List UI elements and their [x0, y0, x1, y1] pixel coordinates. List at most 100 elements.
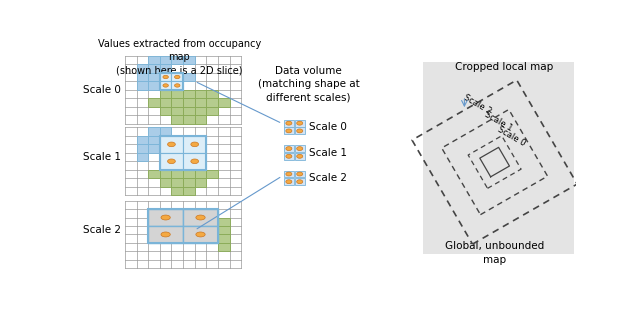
Ellipse shape	[175, 75, 180, 79]
Bar	[294, 127, 305, 134]
Bar	[294, 120, 305, 127]
Bar	[160, 107, 172, 115]
Bar	[172, 90, 183, 98]
Bar	[172, 115, 183, 123]
Bar	[218, 243, 230, 251]
Bar	[160, 170, 172, 178]
Bar	[148, 73, 160, 81]
Ellipse shape	[175, 84, 180, 87]
Bar	[148, 127, 160, 136]
Bar	[195, 98, 206, 107]
Bar	[172, 81, 183, 90]
Bar	[183, 98, 195, 107]
Bar	[136, 73, 148, 81]
Bar	[183, 170, 195, 178]
Ellipse shape	[297, 147, 303, 151]
Ellipse shape	[297, 129, 303, 133]
Bar	[148, 226, 183, 243]
Bar	[172, 98, 183, 107]
Bar	[423, 62, 575, 254]
Text: Scale 0: Scale 0	[308, 122, 346, 133]
Ellipse shape	[191, 142, 198, 147]
Bar	[294, 170, 305, 178]
Bar	[136, 145, 148, 153]
Bar	[148, 56, 160, 64]
Bar	[218, 217, 230, 226]
Ellipse shape	[191, 159, 198, 164]
Bar	[160, 136, 183, 153]
Ellipse shape	[297, 121, 303, 125]
Bar	[172, 170, 183, 178]
Bar	[160, 178, 172, 187]
Ellipse shape	[286, 180, 292, 184]
Bar	[183, 115, 195, 123]
Text: Cropped local map: Cropped local map	[455, 62, 553, 72]
Bar	[148, 98, 160, 107]
Bar	[206, 98, 218, 107]
Ellipse shape	[168, 159, 175, 164]
Bar	[160, 98, 172, 107]
Text: Data volume
(matching shape at
different scales): Data volume (matching shape at different…	[258, 66, 360, 102]
Bar	[136, 64, 148, 73]
Ellipse shape	[297, 180, 303, 184]
Bar	[284, 178, 294, 185]
Ellipse shape	[286, 154, 292, 158]
Bar	[183, 136, 206, 153]
Ellipse shape	[163, 75, 168, 79]
Bar	[218, 226, 230, 235]
Bar	[206, 170, 218, 178]
Ellipse shape	[168, 142, 175, 147]
Bar	[294, 145, 305, 152]
Bar	[160, 90, 172, 98]
Bar	[136, 136, 148, 145]
Bar	[183, 187, 195, 195]
Text: Scale 0: Scale 0	[496, 125, 527, 148]
Bar	[195, 178, 206, 187]
Bar	[136, 153, 148, 161]
Bar	[294, 178, 305, 185]
Bar	[284, 153, 294, 160]
Text: Values extracted from occupancy
map
(shown here is a 2D slice): Values extracted from occupancy map (sho…	[97, 39, 261, 75]
Text: Scale 2: Scale 2	[308, 173, 347, 183]
Bar	[136, 81, 148, 90]
Text: Scale 2: Scale 2	[83, 225, 121, 235]
Bar	[148, 64, 160, 73]
Bar	[183, 90, 195, 98]
Ellipse shape	[297, 172, 303, 176]
Bar	[183, 73, 195, 81]
Bar	[195, 107, 206, 115]
Bar	[172, 187, 183, 195]
Bar	[160, 127, 172, 136]
Bar	[148, 209, 218, 243]
Bar	[284, 170, 294, 178]
Ellipse shape	[196, 232, 205, 237]
Bar	[206, 90, 218, 98]
Bar	[218, 98, 230, 107]
Bar	[195, 170, 206, 178]
Bar	[183, 209, 218, 226]
Bar	[148, 170, 160, 178]
Bar	[183, 178, 195, 187]
Ellipse shape	[161, 215, 170, 220]
Bar	[284, 145, 294, 152]
Bar	[183, 107, 195, 115]
Bar	[195, 115, 206, 123]
Text: Scale 1: Scale 1	[308, 148, 347, 158]
Bar	[160, 73, 183, 90]
Text: Scale 1: Scale 1	[483, 110, 514, 133]
Ellipse shape	[286, 121, 292, 125]
Bar	[148, 145, 160, 153]
Bar	[195, 90, 206, 98]
Text: Scale 1: Scale 1	[83, 152, 121, 162]
Text: Scale 2: Scale 2	[462, 93, 493, 116]
Ellipse shape	[163, 84, 168, 87]
Bar	[160, 136, 206, 170]
Bar	[172, 178, 183, 187]
Text: Global, unbounded
map: Global, unbounded map	[445, 241, 544, 265]
Bar	[218, 235, 230, 243]
Bar	[160, 153, 183, 170]
Bar	[172, 73, 183, 81]
Bar	[160, 73, 172, 81]
Bar	[148, 136, 160, 145]
Bar	[294, 153, 305, 160]
